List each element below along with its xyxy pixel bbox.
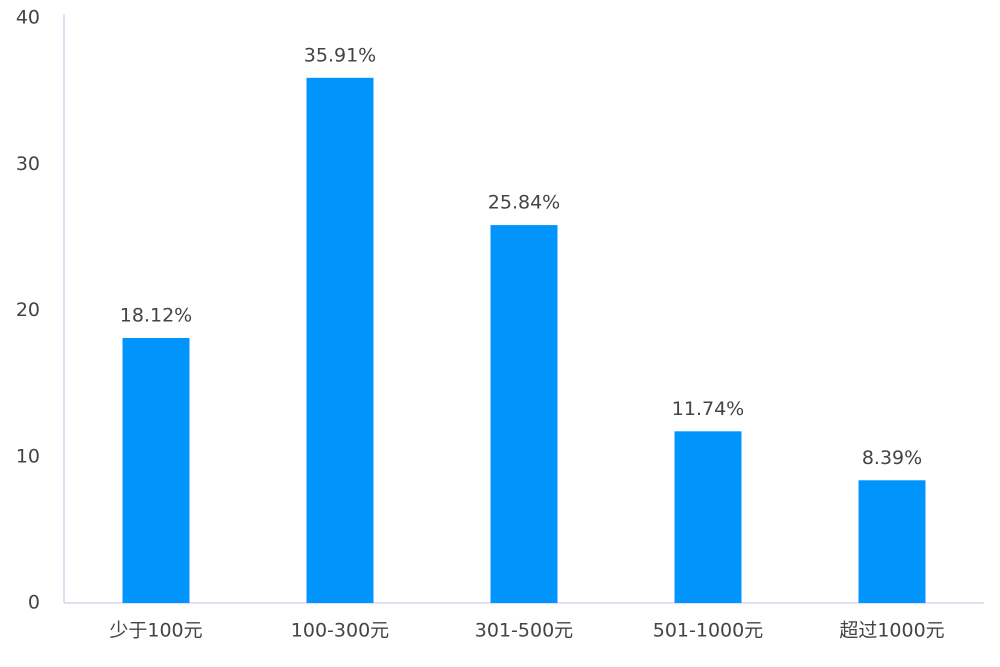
value-label: 18.12%: [120, 304, 192, 326]
bar: [306, 77, 374, 603]
y-tick-label: 40: [16, 7, 40, 29]
y-tick-label: 20: [16, 299, 40, 321]
value-label: 25.84%: [488, 192, 560, 214]
y-tick-label: 30: [16, 153, 40, 175]
bar: [122, 337, 190, 603]
x-tick-label: 超过1000元: [839, 620, 944, 642]
y-tick-label: 10: [16, 445, 40, 467]
y-tick-label: 0: [28, 592, 40, 614]
value-label: 35.91%: [304, 44, 376, 66]
bar: [490, 225, 558, 603]
x-tick-label: 301-500元: [475, 620, 573, 642]
x-tick-label: 少于100元: [109, 620, 202, 642]
value-label: 11.74%: [672, 398, 744, 420]
x-tick-label: 100-300元: [291, 620, 389, 642]
bar: [858, 480, 926, 603]
x-tick-label: 501-1000元: [653, 620, 763, 642]
bar: [674, 431, 742, 603]
value-label: 8.39%: [862, 447, 922, 469]
